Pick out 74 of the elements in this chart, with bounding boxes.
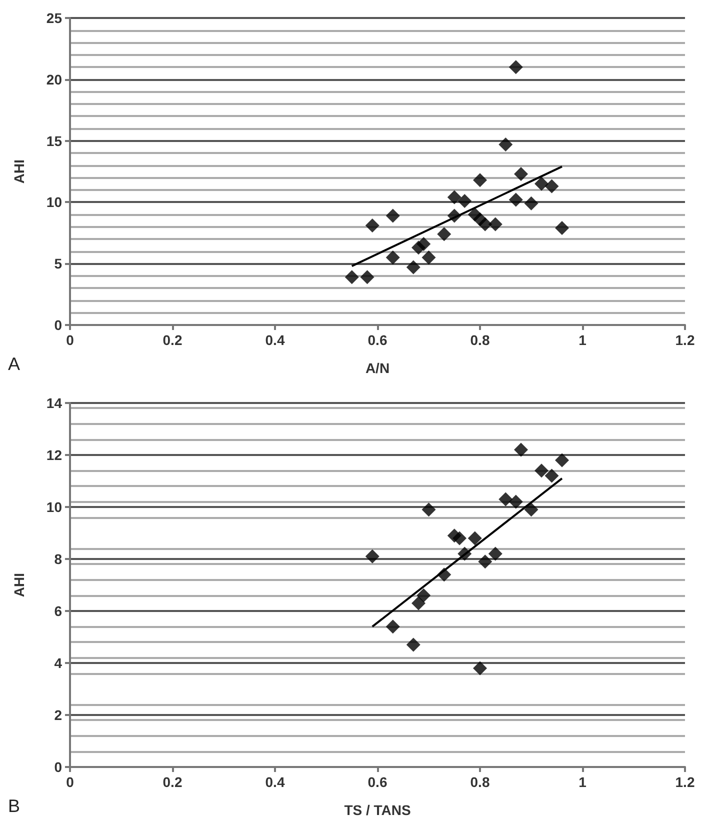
point	[473, 661, 487, 676]
point	[406, 260, 420, 274]
point	[406, 638, 420, 652]
x-tick-label: 0.8	[470, 332, 490, 348]
text: A	[8, 354, 20, 374]
point	[365, 549, 380, 564]
x-tick-label: 0.4	[265, 332, 285, 348]
point	[468, 531, 482, 546]
x-tick-label: 0	[66, 774, 74, 790]
point	[478, 554, 492, 569]
point	[437, 227, 452, 242]
x-axis-title: TS / TANS	[344, 802, 411, 818]
point	[447, 190, 462, 204]
point	[473, 173, 487, 188]
x-tick-label: 1.2	[675, 774, 695, 790]
point	[514, 442, 528, 457]
x-tick-label: 0.2	[162, 774, 182, 790]
x-tick-label: 0.6	[368, 332, 388, 348]
point	[412, 596, 426, 610]
point	[524, 502, 538, 517]
point	[422, 250, 436, 264]
x-axis-title: A/N	[365, 360, 390, 376]
point	[416, 588, 431, 602]
point	[478, 217, 492, 232]
point	[508, 192, 523, 207]
point	[534, 464, 548, 478]
y-tick-label: 15	[46, 132, 62, 149]
y-axis-title: AHI	[11, 159, 27, 184]
point	[488, 546, 502, 561]
x-tick-label: 0.8	[470, 774, 490, 790]
y-axis-title: AHI	[11, 572, 27, 598]
y-tick-label: 25	[46, 10, 62, 26]
point	[555, 453, 569, 468]
point	[544, 179, 559, 194]
point	[360, 270, 374, 284]
point	[416, 236, 431, 251]
y-tick-label: 20	[46, 71, 62, 88]
point	[386, 208, 400, 223]
x-tick-label: 1	[578, 774, 587, 790]
y-tick-label: 8	[54, 551, 62, 567]
x-tick-label: 0.4	[265, 774, 285, 790]
y-tick-label: 4	[54, 655, 62, 671]
point	[524, 196, 538, 210]
y-tick-label: 0	[54, 317, 62, 333]
point	[498, 492, 513, 506]
y-tick-label: 14	[46, 395, 62, 411]
y-tick-label: 10	[46, 499, 62, 515]
point	[458, 194, 472, 208]
point	[422, 502, 436, 517]
y-tick-label: 2	[54, 707, 62, 723]
point	[514, 166, 528, 181]
x-tick-label: 0.2	[162, 332, 182, 348]
y-tick-label: 12	[46, 447, 62, 463]
point	[365, 218, 380, 233]
text: B	[8, 796, 20, 816]
point	[498, 137, 513, 152]
y-tick-label: 6	[54, 603, 62, 619]
y-tick-label: 10	[46, 194, 62, 210]
x-tick-label: 1	[578, 332, 587, 348]
point	[508, 60, 523, 74]
point	[555, 220, 569, 235]
point	[452, 531, 466, 546]
point	[344, 270, 359, 284]
x-tick-label: 0.6	[368, 774, 388, 790]
point	[386, 250, 400, 264]
point	[386, 620, 400, 634]
y-tick-label: 0	[54, 759, 62, 775]
x-tick-label: 1.2	[675, 332, 695, 348]
point	[508, 494, 523, 509]
y-tick-label: 5	[54, 256, 62, 272]
point	[544, 468, 559, 483]
point	[534, 176, 548, 191]
point	[488, 217, 502, 232]
x-tick-label: 0	[66, 332, 74, 348]
